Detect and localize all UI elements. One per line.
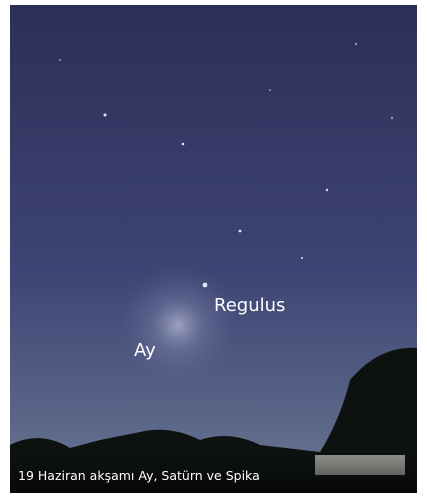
page: Regulus Ay 19 Haziran akşamı Ay, Satürn …: [0, 0, 427, 498]
moon-glow: [116, 263, 240, 387]
star-label: Regulus: [214, 295, 285, 316]
scene: Regulus Ay 19 Haziran akşamı Ay, Satürn …: [10, 5, 417, 493]
moon-label: Ay: [134, 340, 156, 361]
photo: Regulus Ay 19 Haziran akşamı Ay, Satürn …: [0, 0, 427, 498]
caption: 19 Haziran akşamı Ay, Satürn ve Spika: [18, 468, 260, 483]
